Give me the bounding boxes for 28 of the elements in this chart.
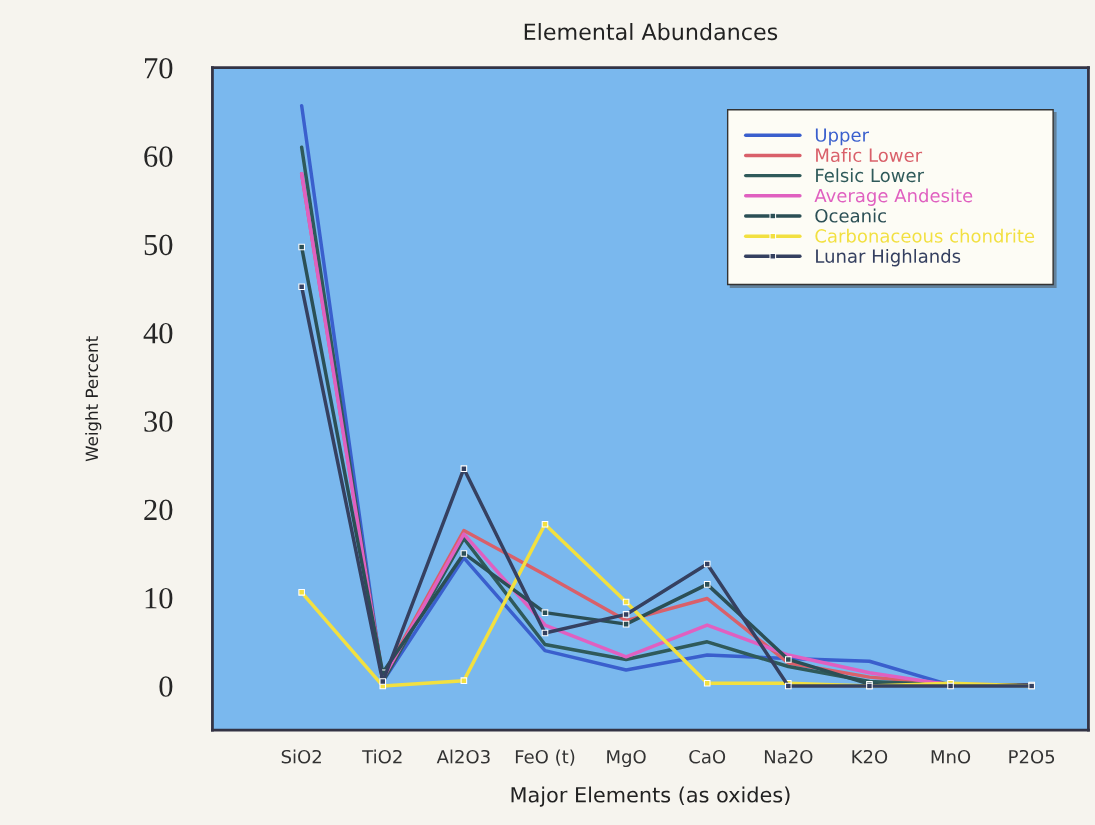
y-tick-label: 40 [143, 322, 173, 344]
y-tick-label: 70 [145, 57, 173, 79]
y-tick-label: 50 [144, 234, 173, 256]
legend-label: Average Andesite [814, 188, 973, 206]
legend-label: Felsic Lower [816, 168, 925, 183]
legend-label: Upper [815, 128, 869, 146]
y-axis-title: Weight Percent [85, 336, 102, 462]
legend-label: Lunar Highlands [816, 248, 961, 267]
x-tick-label: MgO [607, 749, 646, 768]
x-tick-label: SiO2 [281, 749, 321, 764]
x-tick-label: TiO2 [362, 749, 402, 764]
y-tick-label: 60 [144, 146, 173, 167]
x-tick-label: K2O [852, 749, 888, 764]
x-tick-label: CaO [689, 749, 726, 764]
y-tick-label: 20 [144, 499, 173, 521]
x-tick-label: MnO [931, 749, 971, 764]
y-tick-label: 30 [144, 411, 173, 432]
x-tick-label: Al2O3 [436, 749, 490, 764]
x-axis-title: Major Elements (as oxides) [511, 786, 790, 807]
legend-label: Carbonaceous chondrite [815, 228, 1035, 243]
x-tick-label: P2O5 [1009, 749, 1055, 764]
legend-label: Oceanic [815, 208, 886, 223]
x-tick-label: FeO (t) [515, 749, 575, 766]
y-tick-label: 0 [159, 676, 173, 697]
y-tick-label: 10 [145, 587, 173, 609]
x-tick-label: Na2O [764, 749, 813, 764]
chart-title: Elemental Abundances [524, 22, 778, 41]
legend-label: Mafic Lower [816, 148, 923, 163]
